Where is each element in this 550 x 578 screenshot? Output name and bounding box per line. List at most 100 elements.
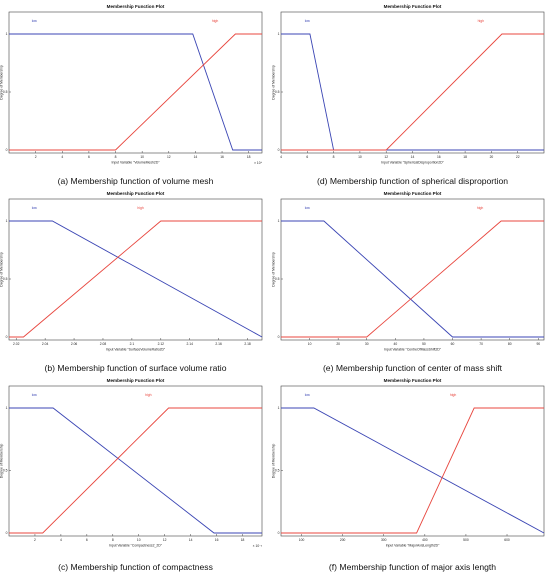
panel-1-y-tick-label: 0 (278, 148, 280, 152)
panel-1-plot-frame (280, 11, 545, 154)
panel-2-x-tick-label: 2.1 (130, 342, 135, 346)
panel-3-y-tick-label: 0.5 (275, 277, 280, 281)
panel-5-x-tick-label: 500 (463, 538, 469, 542)
panel-1-y-axis-label: Degree of Membership (272, 65, 276, 100)
panel-0-y-tick-label: 0 (6, 148, 8, 152)
panel-0-x-tick-label: 4 (61, 155, 63, 159)
panel-0-x-tick-label: 18 (247, 155, 251, 159)
panel-3-x-tick-label: 80 (508, 342, 512, 346)
panel-2-x-tick-label: 2.02 (13, 342, 20, 346)
panel-2-series-line-high (9, 220, 262, 338)
panel-2-plot-frame (8, 198, 263, 341)
panel-1-x-tick-label: 22 (516, 155, 520, 159)
panel-0-x-tick-label: 12 (167, 155, 171, 159)
panel-5-y-axis-label: Degree of Membership (272, 444, 276, 479)
panel-3-x-axis-label: Input Variable "CentreOfMassShift2D" (384, 348, 442, 352)
panel-1-series-line-low (281, 33, 544, 151)
panel-5-x-tick-label: 100 (299, 538, 305, 542)
panel-0-series-label-low: low (32, 19, 38, 23)
panel-3-x-tick-label: 30 (365, 342, 369, 346)
panel-2-x-tick-label: 2.04 (42, 342, 49, 346)
panel-4-y-tick-label: 0.5 (3, 469, 8, 473)
panel-1-x-tick-label: 14 (411, 155, 415, 159)
panel-1-x-tick-label: 20 (490, 155, 494, 159)
panel-3-x-tick-label: 20 (336, 342, 340, 346)
panel-2-series-label-low: low (32, 206, 38, 210)
panel-2-x-tick-label: 2.18 (244, 342, 251, 346)
panel-3-x-tick-label: 90 (536, 342, 540, 346)
panel-0-series-label-high: high (212, 19, 219, 23)
panel-0-x-tick-label: 6 (88, 155, 90, 159)
panel-1-x-tick-label: 10 (358, 155, 362, 159)
panel-0-y-tick-label: 1 (6, 32, 8, 36)
panel-5-series-line-low (281, 407, 545, 534)
panel-1-y-tick-label: 0.5 (275, 90, 280, 94)
panel-4-x-tick-label: 4 (60, 538, 62, 542)
panel-3-series-line-high (281, 220, 544, 338)
panel-2-y-tick-label: 0.5 (3, 277, 8, 281)
panel-0-series-line-high (9, 33, 262, 151)
panel-0-plot-title: Membership Function Plot (107, 4, 165, 9)
panel-0-x-axis-label: Input Variable "VolumeMesh2D" (112, 161, 161, 165)
panel-1-x-tick-label: 6 (306, 155, 308, 159)
panel-3-x-tick-label: 40 (394, 342, 398, 346)
panel-1-x-tick-label: 18 (463, 155, 467, 159)
panel-3-x-tick-label: 70 (479, 342, 483, 346)
panel-3-series-line-low (281, 220, 544, 338)
panel-2-figure-caption: (b) Membership function of surface volum… (45, 363, 227, 373)
panel-4-x-tick-label: 16 (215, 538, 219, 542)
panel-3-x-tick-label: 60 (451, 342, 455, 346)
panel-5-series-label-high: high (450, 393, 457, 397)
panel-4-x-tick-label: 2 (34, 538, 36, 542)
panel-1-series-line-high (281, 33, 544, 151)
panel-2-series-line-low (9, 220, 263, 338)
panel-5-plot-title: Membership Function Plot (384, 378, 442, 383)
panel-4-series-label-low: low (32, 393, 38, 397)
panel-4-plot-title: Membership Function Plot (107, 378, 165, 383)
panel-2-x-tick-label: 2.08 (100, 342, 107, 346)
panel-1-x-axis-label: Input Variable "SphericalDisproportion2D… (381, 161, 444, 165)
panel-0-figure-caption: (a) Membership function of volume mesh (58, 176, 214, 186)
panel-4-x-tick-label: 10 (137, 538, 141, 542)
panel-0-x-tick-label: 8 (115, 155, 117, 159)
panel-4-plot-frame (8, 385, 263, 537)
panel-3-plot-title: Membership Function Plot (384, 191, 442, 196)
panel-5-y-tick-label: 1 (278, 406, 280, 410)
panel-3-series-label-low: low (305, 206, 311, 210)
panel-4-axis-multiplier: × 10⁻³ (253, 544, 263, 548)
panel-2-series-label-high: high (137, 206, 144, 210)
panel-4-figure-caption: (c) Membership function of compactness (58, 562, 213, 572)
panel-0-x-tick-label: 2 (35, 155, 37, 159)
panel-2-x-tick-label: 2.12 (158, 342, 165, 346)
panel-3-x-tick-label: 50 (422, 342, 426, 346)
panel-5-x-tick-label: 200 (340, 538, 346, 542)
panel-4-x-axis-label: Input Variable "Compactness2_2D" (109, 544, 163, 548)
panel-3-series-label-high: high (477, 206, 484, 210)
panel-3-figure-caption: (e) Membership function of center of mas… (323, 363, 503, 373)
panel-4-series-line-low (9, 407, 262, 534)
panel-1-figure-caption: (d) Membership function of spherical dis… (317, 176, 508, 186)
panel-4-series-label-high: high (145, 393, 152, 397)
panel-0-y-axis-label: Degree of Membership (0, 65, 4, 100)
panel-1-y-tick-label: 1 (278, 32, 280, 36)
panel-0-plot-frame (8, 11, 263, 154)
panel-0-x-tick-label: 16 (220, 155, 224, 159)
panel-1-plot-title: Membership Function Plot (384, 4, 442, 9)
panel-4-x-tick-label: 6 (86, 538, 88, 542)
panel-0-series-line-low (9, 33, 262, 151)
panel-1-series-label-high: high (478, 19, 485, 23)
panel-4-x-tick-label: 14 (189, 538, 193, 542)
panel-3-y-tick-label: 0 (278, 335, 280, 339)
panel-4-x-tick-label: 8 (112, 538, 114, 542)
panel-4-y-tick-label: 0 (6, 531, 8, 535)
panel-2-x-axis-label: Input Variable "SurfaceVolumeRatio2D" (106, 348, 166, 352)
panel-5-x-tick-label: 600 (504, 538, 510, 542)
panel-3-y-axis-label: Degree of Membership (272, 252, 276, 287)
panel-2-x-tick-label: 2.06 (71, 342, 78, 346)
panel-5-y-tick-label: 0 (278, 531, 280, 535)
panel-0-axis-multiplier: × 10⁴ (254, 161, 263, 165)
panel-3-x-tick-label: 10 (308, 342, 312, 346)
panel-1-x-tick-label: 12 (384, 155, 388, 159)
panel-4-x-tick-label: 12 (163, 538, 167, 542)
